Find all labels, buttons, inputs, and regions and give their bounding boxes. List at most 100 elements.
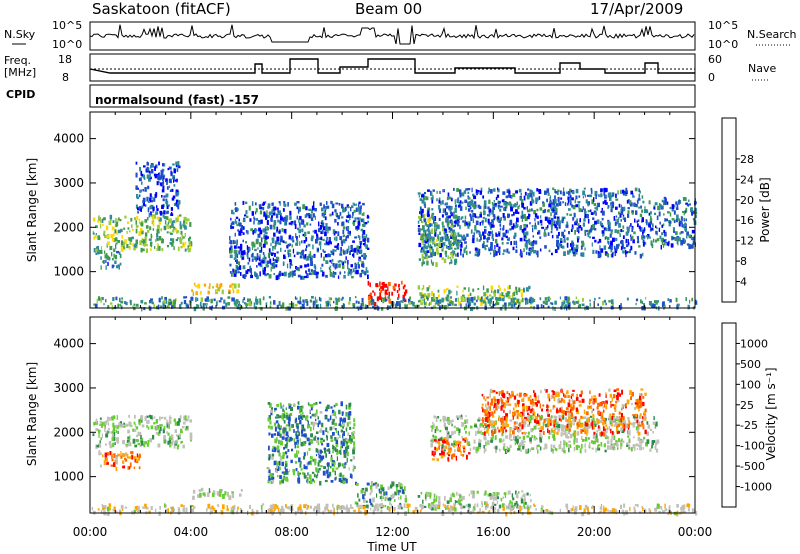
power-cell — [493, 188, 496, 192]
power-cell — [95, 225, 98, 228]
power-cell — [492, 203, 495, 207]
power-cell — [249, 268, 252, 273]
velocity-cell — [599, 402, 602, 407]
power-cell — [563, 229, 566, 232]
power-cell — [453, 211, 455, 216]
velocity-cell — [328, 471, 332, 477]
nsky-tick-bottom-right: 10^0 — [708, 38, 738, 51]
velocity-cell — [400, 504, 403, 509]
velocity-cell — [326, 442, 330, 447]
velocity-cell — [618, 418, 621, 423]
velocity-cell — [282, 476, 285, 480]
velocity-cell — [318, 467, 321, 471]
power-cell — [480, 297, 483, 300]
power-cell — [215, 301, 218, 306]
power-cell — [491, 230, 493, 235]
power-cell — [675, 218, 678, 223]
power-cell — [472, 193, 475, 197]
power-cell — [234, 255, 237, 259]
power-cell — [487, 299, 490, 304]
velocity-cell — [331, 409, 335, 414]
velocity-cell — [146, 424, 148, 428]
power-cell — [520, 215, 523, 219]
power-cell — [352, 222, 355, 226]
power-cell — [454, 247, 457, 250]
power-cell — [418, 242, 422, 248]
power-cell — [258, 242, 262, 247]
velocity-cell — [334, 447, 337, 453]
power-cell — [142, 239, 146, 244]
power-cell — [477, 248, 481, 254]
power-cell — [574, 230, 576, 235]
power-cell — [592, 217, 595, 220]
power-cell — [163, 299, 166, 304]
velocity-cell — [167, 432, 170, 436]
velocity-cell — [633, 448, 636, 451]
velocity-cell — [518, 442, 521, 448]
velocity-cell — [443, 416, 446, 419]
power-cell — [141, 175, 144, 178]
power-cell — [448, 246, 451, 250]
velocity-cell — [307, 476, 309, 481]
power-cell — [103, 217, 106, 221]
power-cell — [138, 206, 142, 209]
power-cell — [465, 303, 467, 309]
power-cell — [301, 275, 305, 280]
power-cell — [547, 232, 550, 236]
power-cell — [539, 297, 542, 301]
velocity-cell — [480, 419, 483, 422]
velocity-cell — [398, 481, 400, 487]
power-cell — [102, 260, 104, 264]
velocity-cell — [465, 430, 467, 434]
power-cell — [109, 218, 112, 222]
power-cell — [323, 211, 327, 214]
power-cell — [369, 282, 371, 288]
power-cell — [333, 249, 337, 252]
power-cell — [175, 238, 178, 242]
power-cell — [493, 215, 496, 220]
power-cell — [476, 230, 480, 233]
power-cell — [337, 243, 340, 246]
power-cell — [514, 232, 517, 237]
power-cell — [549, 302, 553, 305]
power-cell — [330, 241, 332, 245]
power-cell — [529, 296, 533, 302]
power-cell — [554, 189, 557, 193]
power-cell — [348, 245, 350, 250]
power-cell — [298, 234, 301, 238]
power-cell — [427, 292, 431, 298]
velocity-cell — [365, 500, 368, 503]
power-cell — [449, 252, 453, 256]
power-cell — [616, 221, 619, 225]
power-cell — [329, 304, 332, 307]
velocity-cell — [642, 416, 644, 419]
power-cell — [270, 266, 272, 272]
velocity-cell — [625, 423, 628, 426]
velocity-cell — [330, 406, 333, 409]
power-cell — [104, 250, 106, 254]
power-cell — [240, 225, 243, 230]
power-cell — [593, 197, 595, 202]
freq-unit-label: [MHz] — [4, 66, 36, 79]
power-cell — [563, 187, 565, 192]
power-cell — [372, 305, 375, 308]
velocity-cell — [478, 438, 480, 443]
power-cell — [521, 218, 523, 222]
power-cell — [321, 263, 324, 267]
power-cell — [563, 251, 566, 256]
power-cell — [562, 201, 564, 204]
power-cell — [553, 214, 556, 218]
power-cell — [146, 196, 149, 202]
velocity-cell — [106, 430, 109, 434]
velocity-cell — [519, 449, 522, 452]
velocity-cell — [556, 427, 559, 430]
power-cell — [495, 301, 498, 305]
power-cell — [456, 188, 459, 192]
power-cell — [510, 241, 512, 246]
power-cell — [504, 233, 507, 238]
power-cell — [235, 301, 237, 306]
power-cell — [532, 227, 534, 233]
power-cell — [421, 287, 423, 291]
power-cell — [225, 302, 228, 307]
power-cell — [300, 253, 303, 258]
